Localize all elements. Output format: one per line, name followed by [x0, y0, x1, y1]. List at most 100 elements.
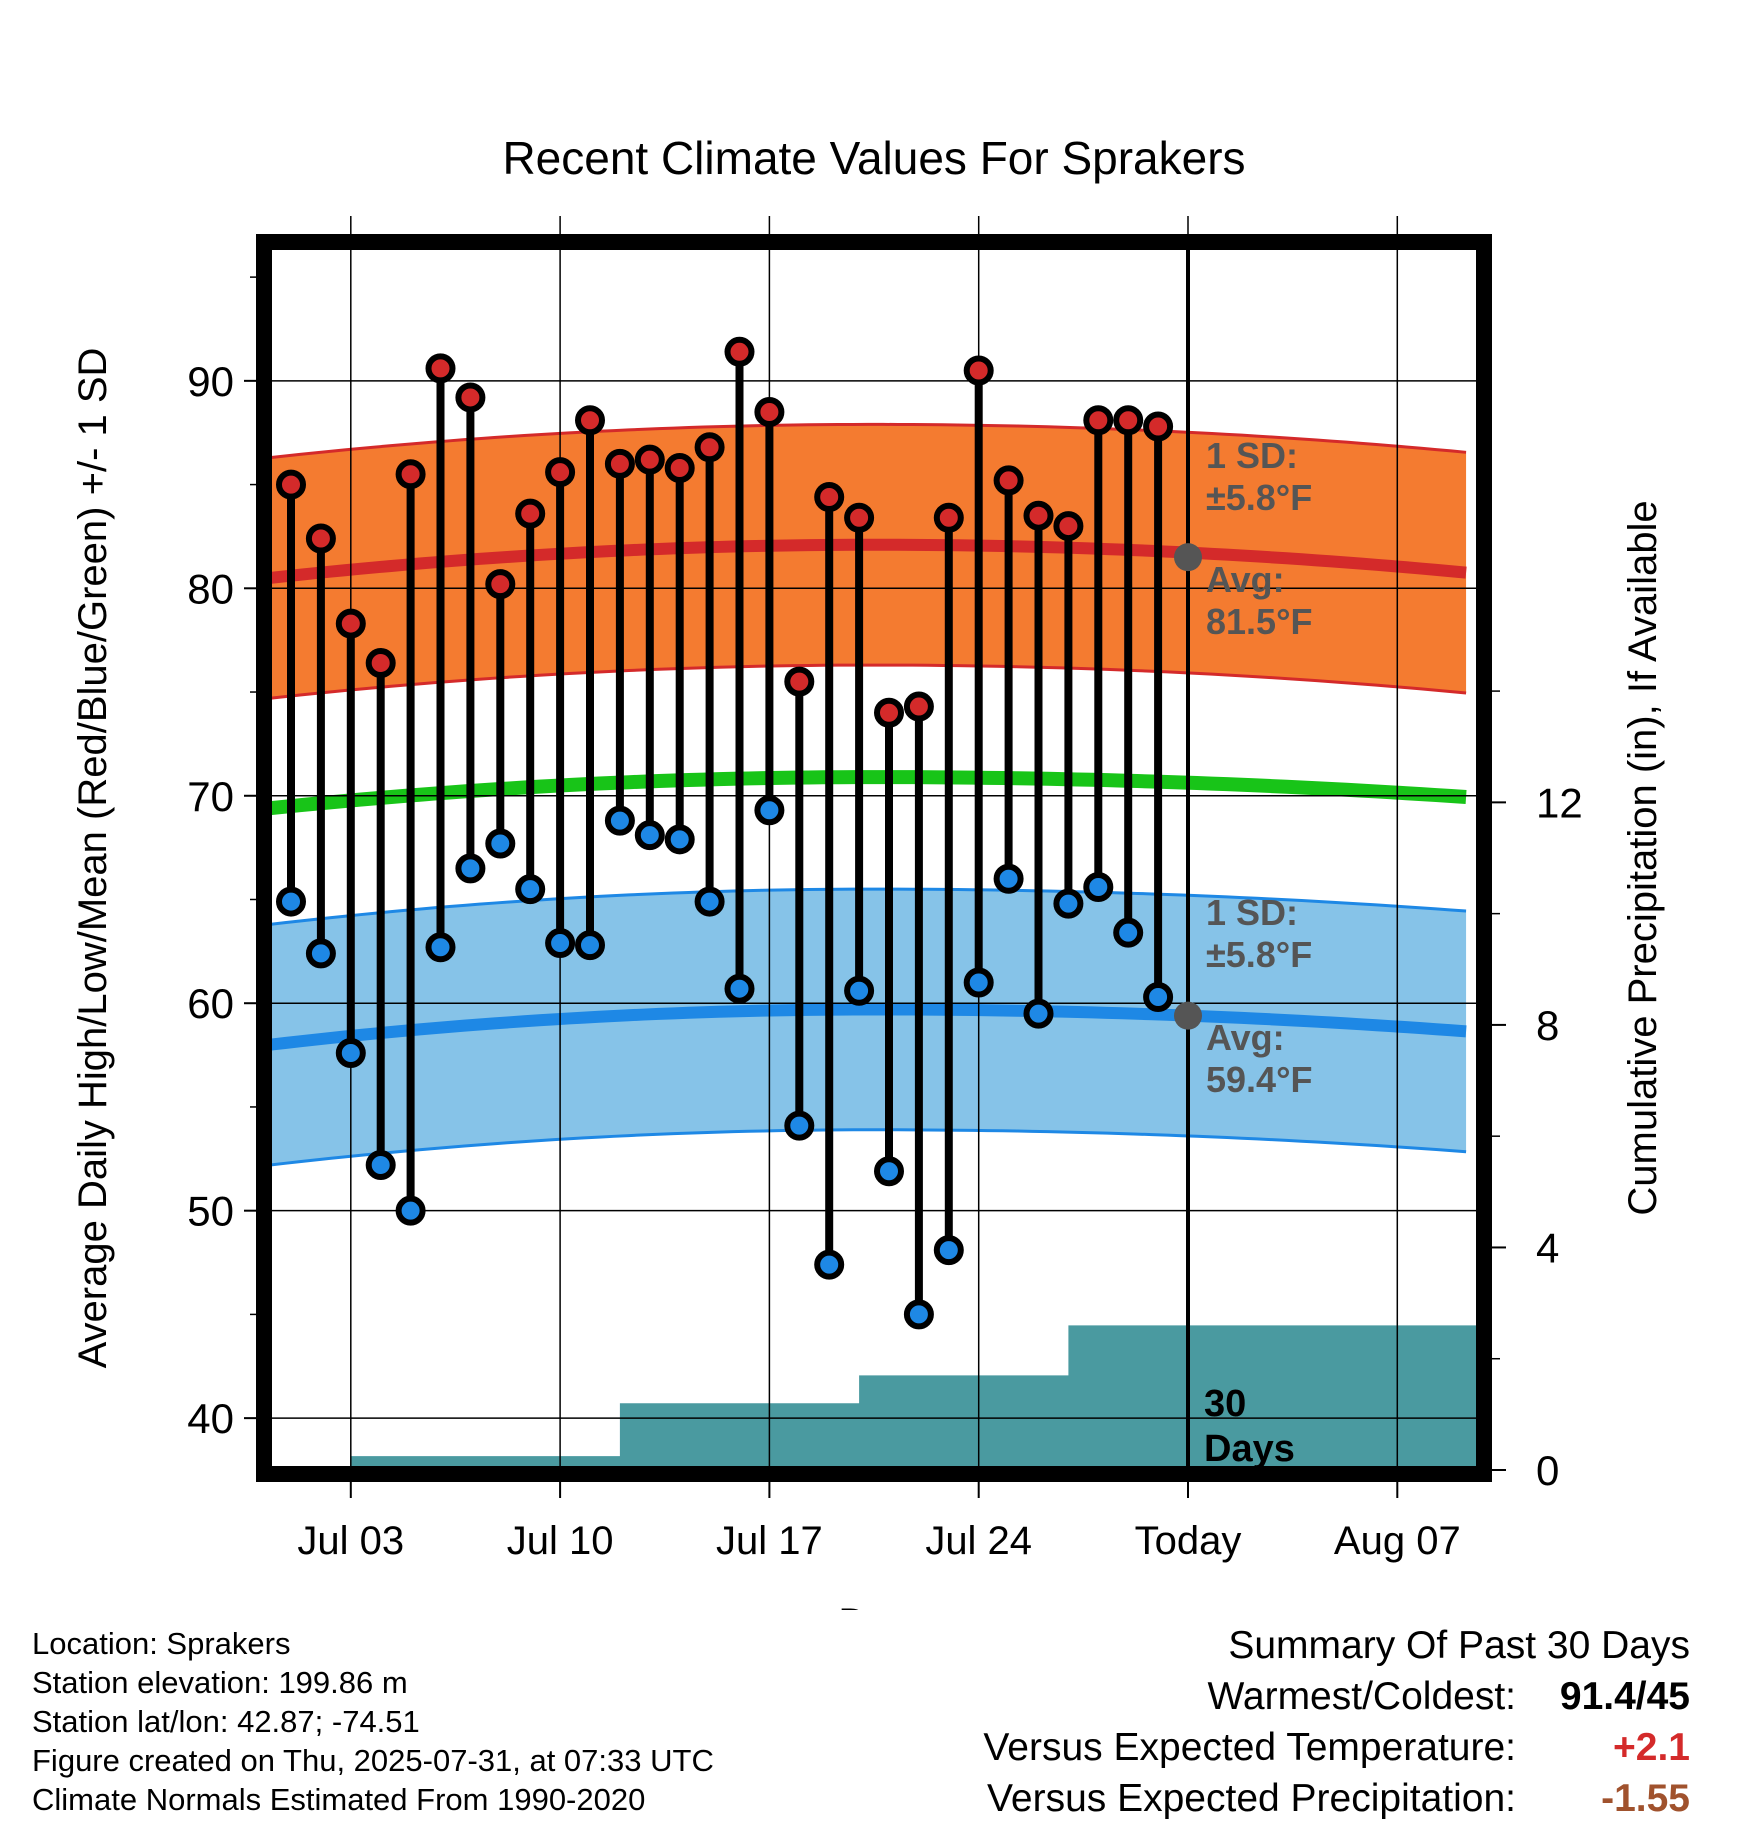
low-point [933, 1235, 964, 1266]
high-point [335, 608, 366, 639]
y-tick-label: 80 [187, 565, 234, 612]
high-point [963, 355, 994, 386]
low-point [874, 1156, 904, 1187]
high-point [993, 465, 1024, 496]
warmest-label: Warmest/Coldest: [1207, 1675, 1516, 1718]
y2-tick-label: 8 [1536, 1002, 1559, 1049]
elevation-text: Station elevation: 199.86 m [32, 1665, 408, 1700]
high-avg-value: 81.5°F [1206, 601, 1312, 642]
location-text: Location: Sprakers [32, 1626, 291, 1661]
high-point [1143, 411, 1174, 442]
low-point [335, 1038, 366, 1069]
high-point [604, 448, 635, 479]
summary-warmest-row: Warmest/Coldest: 91.4/45 [983, 1671, 1690, 1722]
low-normal-line [269, 1003, 1467, 1051]
low-point [814, 1249, 845, 1280]
low-point [634, 820, 665, 851]
low-sd-value: ±5.8°F [1206, 934, 1312, 975]
low-point [575, 930, 605, 961]
summary-title: Summary Of Past 30 Days [1228, 1624, 1690, 1667]
low-sd-lower-line [269, 1128, 1467, 1167]
low-point [1083, 872, 1114, 903]
high-point [874, 697, 904, 728]
low-point [844, 975, 875, 1006]
low-point [1143, 981, 1174, 1012]
high-sd-band [270, 424, 1467, 699]
low-point [305, 938, 336, 969]
low-point [784, 1110, 815, 1141]
low-point [903, 1299, 934, 1330]
low-point [455, 853, 486, 884]
today-low-avg-marker [1174, 1001, 1202, 1030]
y-tick-label: 90 [187, 358, 234, 405]
low-point [515, 874, 546, 905]
summary-panel: Summary Of Past 30 Days Warmest/Coldest:… [983, 1620, 1690, 1824]
precip-label-days-count: 30 [1204, 1383, 1246, 1425]
temp-value: +2.1 [1613, 1726, 1690, 1769]
created-text: Figure created on Thu, 2025-07-31, at 07… [32, 1743, 714, 1778]
high-point [545, 457, 576, 488]
y-axis-label: Average Daily High/Low/Mean (Red/Blue/Gr… [71, 348, 115, 1369]
x-tick-label: Aug 07 [1334, 1519, 1461, 1563]
low-point [754, 795, 785, 826]
high-point [933, 502, 964, 533]
today-high-avg-marker [1174, 543, 1202, 572]
high-sd-value: ±5.8°F [1206, 477, 1312, 518]
summary-precip-row: Versus Expected Precipitation: -1.55 [983, 1773, 1690, 1824]
high-point [1023, 500, 1054, 531]
low-point [1023, 998, 1054, 1029]
y2-tick-label: 4 [1536, 1224, 1559, 1271]
high-point [784, 666, 815, 697]
high-point [754, 396, 785, 427]
precip-area [291, 1325, 1480, 1470]
x-tick-label: Jul 03 [297, 1519, 404, 1563]
low-point [694, 886, 725, 917]
low-point [276, 886, 306, 917]
y2-tick-label: 0 [1536, 1447, 1559, 1494]
low-point [1053, 888, 1084, 919]
low-point [963, 967, 994, 998]
high-point [1083, 405, 1114, 436]
low-avg-value: 59.4°F [1206, 1059, 1312, 1100]
low-sd-label: 1 SD: [1206, 892, 1298, 933]
latlon-text: Station lat/lon: 42.87; -74.51 [32, 1704, 420, 1739]
low-point [365, 1150, 396, 1181]
y-tick-label: 50 [187, 1188, 234, 1235]
high-point [634, 444, 665, 475]
high-point [365, 647, 396, 678]
y-tick-label: 40 [187, 1395, 234, 1442]
high-point [455, 382, 486, 413]
x-tick-label: Jul 24 [925, 1519, 1032, 1563]
high-point [664, 452, 695, 483]
low-sd-upper-line [269, 887, 1467, 926]
y2-tick-label: 12 [1536, 779, 1583, 826]
chart-title: Recent Climate Values For Sprakers [502, 132, 1245, 184]
low-point [545, 928, 576, 959]
low-avg-label: Avg: [1206, 1017, 1285, 1058]
normals-text: Climate Normals Estimated From 1990-2020 [32, 1782, 646, 1817]
low-point [993, 863, 1024, 894]
high-point [1053, 511, 1084, 542]
high-sd-label: 1 SD: [1206, 435, 1298, 476]
low-point [395, 1195, 426, 1226]
high-point [425, 353, 456, 384]
climate-chart: Recent Climate Values For Sprakers 1 SD:… [71, 132, 1665, 1610]
high-point [395, 459, 426, 490]
temp-label: Versus Expected Temperature: [983, 1726, 1516, 1769]
x-tick-label: Jul 17 [716, 1519, 823, 1563]
low-point [724, 973, 755, 1004]
high-point [305, 523, 336, 554]
high-point [694, 432, 725, 463]
high-point [724, 336, 755, 367]
high-point [485, 569, 516, 600]
low-point [1113, 917, 1144, 948]
low-point [664, 824, 695, 855]
x-tick-label: Today [1135, 1519, 1242, 1563]
low-sd-band [270, 889, 1467, 1166]
high-point [276, 469, 306, 500]
y-tick-label: 60 [187, 980, 234, 1027]
mean-normal-line [269, 770, 1467, 816]
warmest-value: 91.4/45 [1559, 1675, 1690, 1718]
